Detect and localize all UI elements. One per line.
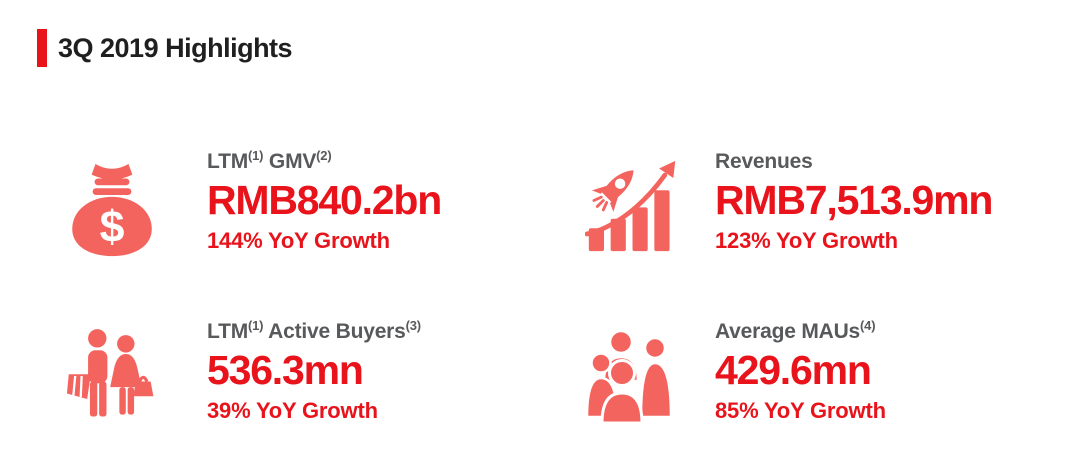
metric-value: RMB840.2bn: [207, 177, 442, 223]
slide-header: 3Q 2019 Highlights: [37, 29, 293, 67]
metric-gmv: $ LTM(1) GMV(2) RMB840.2bn 144% YoY Grow…: [62, 148, 442, 259]
metric-active-buyers: LTM(1) Active Buyers(3) 536.3mn 39% YoY …: [62, 318, 421, 425]
metric-growth: 144% YoY Growth: [207, 228, 390, 254]
metric-text: LTM(1) GMV(2) RMB840.2bn 144% YoY Growth: [207, 148, 442, 254]
money-bag-icon: $: [62, 162, 162, 259]
metric-value: 536.3mn: [207, 347, 364, 393]
metric-revenues: Revenues RMB7,513.9mn 123% YoY Growth: [582, 148, 993, 254]
metric-text: Average MAUs(4) 429.6mn 85% YoY Growth: [715, 318, 886, 424]
title-accent-bar: [37, 29, 47, 67]
shoppers-icon: [62, 328, 162, 425]
metric-growth: 123% YoY Growth: [715, 228, 898, 254]
metric-label: Average MAUs(4): [715, 318, 876, 343]
metric-value: 429.6mn: [715, 347, 872, 393]
metric-growth: 39% YoY Growth: [207, 398, 378, 424]
metric-value: RMB7,513.9mn: [715, 177, 993, 223]
user-group-icon: [582, 328, 682, 427]
metric-maus: Average MAUs(4) 429.6mn 85% YoY Growth: [582, 318, 886, 427]
svg-text:$: $: [100, 203, 125, 252]
metric-text: LTM(1) Active Buyers(3) 536.3mn 39% YoY …: [207, 318, 421, 424]
page-title: 3Q 2019 Highlights: [58, 32, 293, 63]
metric-label: Revenues: [715, 150, 813, 173]
metric-growth: 85% YoY Growth: [715, 398, 886, 424]
rocket-growth-icon: [582, 158, 682, 253]
metric-label: LTM(1) GMV(2): [207, 148, 332, 173]
metric-text: Revenues RMB7,513.9mn 123% YoY Growth: [715, 148, 993, 254]
metric-label: LTM(1) Active Buyers(3): [207, 318, 421, 343]
